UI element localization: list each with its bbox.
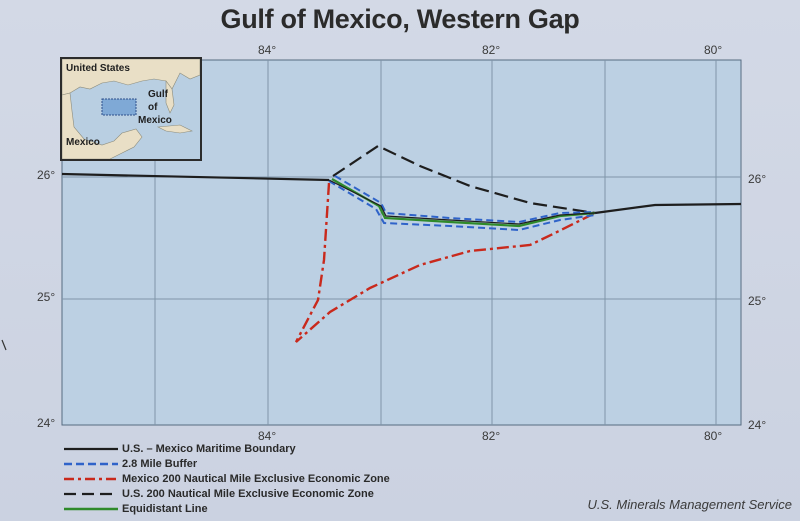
inset-mexico-land	[62, 92, 143, 159]
maritime-boundary-gap	[328, 179, 596, 225]
bottom-longitude-label: 80°	[704, 429, 723, 443]
map-legend: U.S. – Mexico Maritime Boundary 2.8 Mile…	[58, 441, 390, 516]
inset-label-of: of	[148, 102, 158, 113]
legend-swatch-spacer	[58, 489, 114, 499]
bottom-longitude-label: 84°	[258, 429, 277, 443]
left-latitude-label: 24°	[37, 416, 56, 430]
right-latitude-label: 24°	[748, 418, 767, 432]
inset-label-mexico-gulf: Mexico	[138, 115, 172, 126]
inset-map-graphic	[62, 59, 200, 159]
us-eez-line	[332, 144, 596, 215]
legend-label-equidistant: Equidistant Line	[122, 503, 208, 515]
left-latitude-label: 25°	[37, 290, 56, 304]
left-latitude-label: 26°	[37, 168, 56, 182]
equidistant-line	[331, 178, 596, 228]
bottom-longitude-label: 82°	[482, 429, 501, 443]
source-credit: U.S. Minerals Management Service	[587, 497, 792, 512]
buffer-line-south	[328, 180, 596, 232]
inset-label-united-states: United States	[66, 63, 130, 74]
legend-item: Mexico 200 Nautical Mile Exclusive Econo…	[58, 472, 390, 486]
legend-item: U.S. – Mexico Maritime Boundary	[58, 442, 390, 456]
legend-swatch-spacer	[58, 444, 114, 454]
legend-label-buffer: 2.8 Mile Buffer	[122, 458, 198, 470]
legend-label-us-eez: U.S. 200 Nautical Mile Exclusive Economi…	[122, 488, 374, 500]
legend-item: U.S. 200 Nautical Mile Exclusive Economi…	[58, 487, 390, 501]
inset-label-mexico: Mexico	[66, 137, 100, 148]
edge-mark	[1, 339, 7, 351]
legend-label-mexico-eez: Mexico 200 Nautical Mile Exclusive Econo…	[122, 473, 390, 485]
legend-item: Equidistant Line	[58, 502, 390, 516]
inset-florida-land	[165, 80, 175, 114]
legend-swatch-spacer	[58, 504, 114, 514]
inset-cuba-land	[156, 124, 193, 134]
mexico-eez-line	[294, 182, 596, 343]
legend-swatch-spacer	[58, 474, 114, 484]
inset-label-gulf: Gulf	[148, 89, 168, 100]
top-longitude-label: 84°	[258, 43, 277, 57]
inset-locator-map: United States Gulf of Mexico Mexico	[60, 57, 202, 161]
maritime-boundary-east	[594, 202, 742, 215]
legend-swatch-spacer	[58, 459, 114, 469]
map-title: Gulf of Mexico, Western Gap	[220, 4, 580, 34]
top-longitude-label: 82°	[482, 43, 501, 57]
right-latitude-label: 26°	[748, 172, 767, 186]
inset-us-land	[62, 59, 200, 96]
legend-item: 2.8 Mile Buffer	[58, 457, 390, 471]
maritime-boundary-west	[61, 172, 330, 182]
right-latitude-label: 25°	[748, 294, 767, 308]
legend-label-boundary: U.S. – Mexico Maritime Boundary	[122, 443, 296, 455]
legend-swatches	[64, 447, 118, 511]
inset-western-gap-box	[101, 98, 137, 116]
top-longitude-label: 80°	[704, 43, 723, 57]
